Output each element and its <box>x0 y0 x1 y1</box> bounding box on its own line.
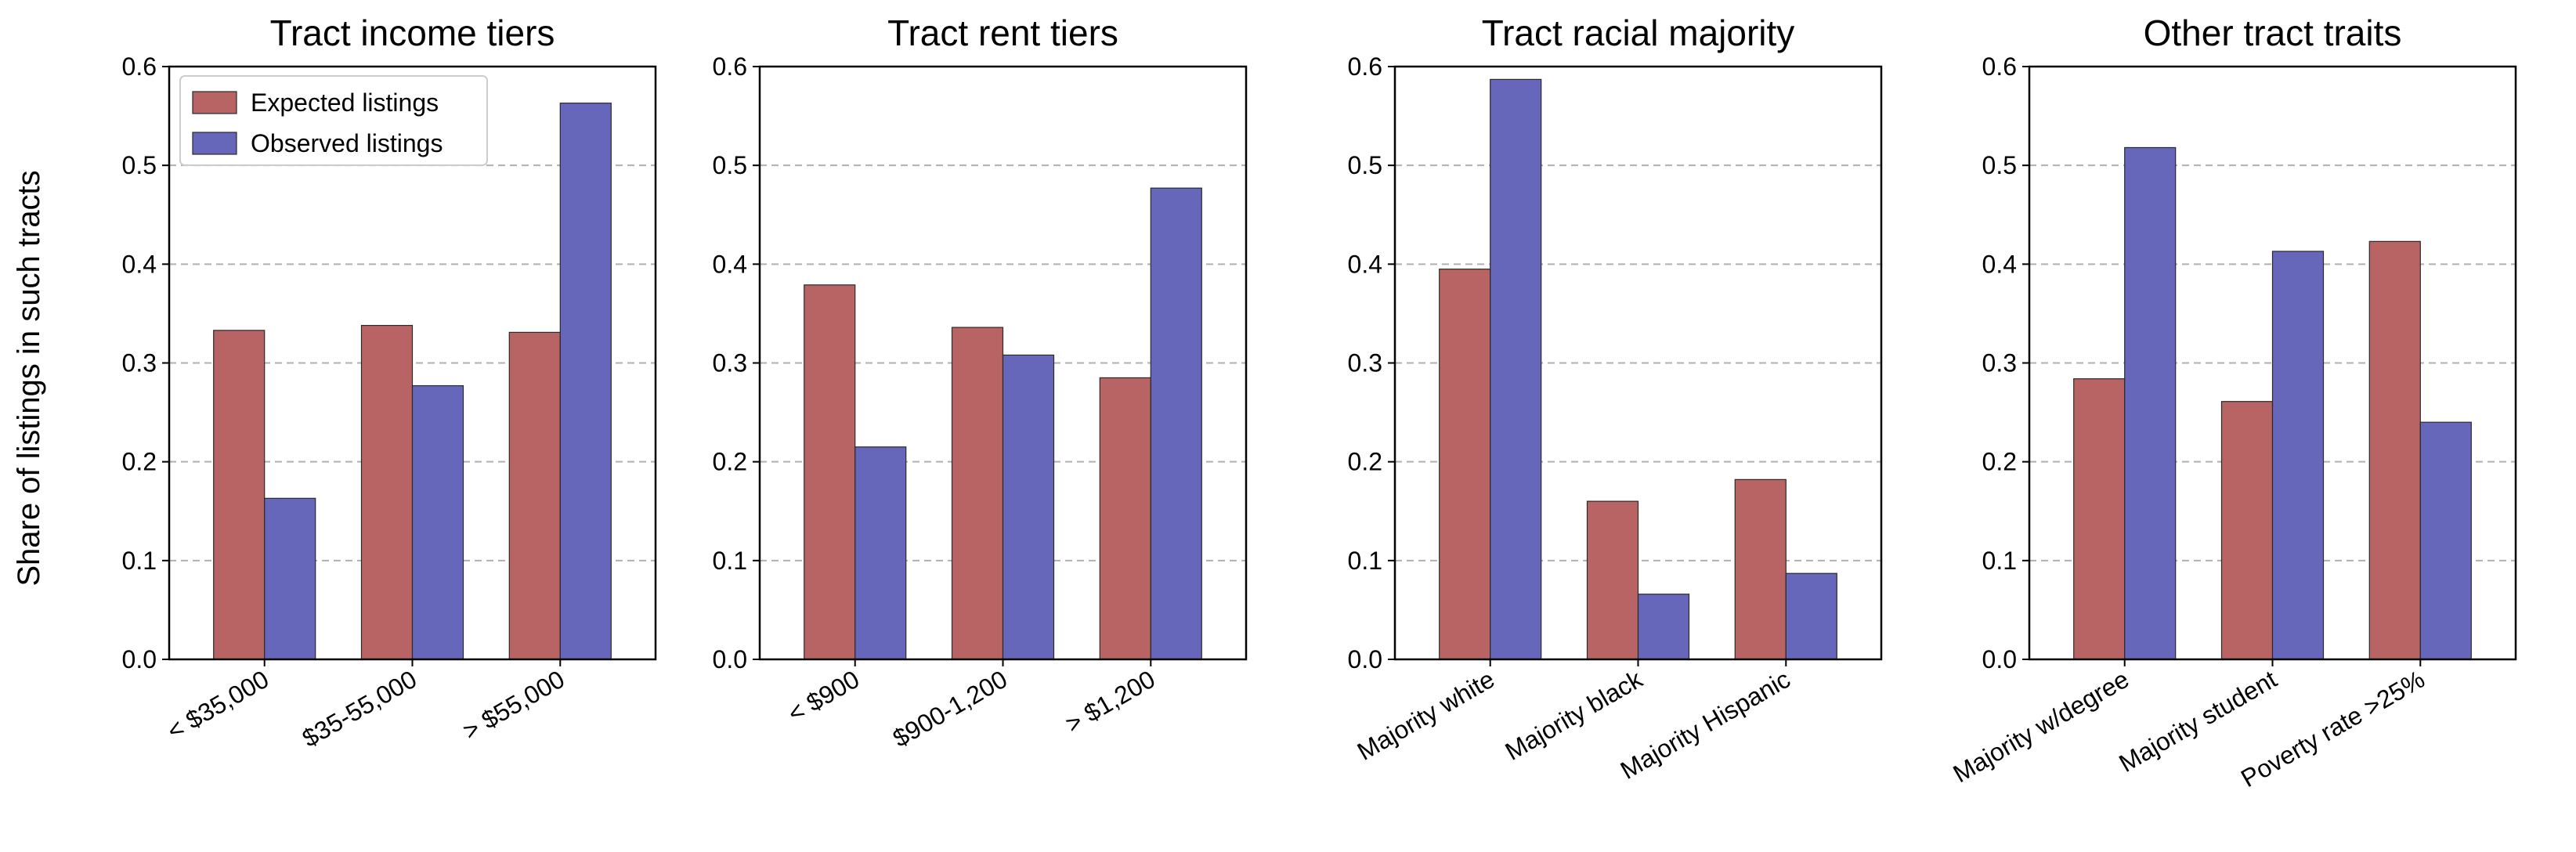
y-tick-label: 0.1 <box>713 547 747 575</box>
legend-swatch <box>192 132 237 155</box>
bar-observed-1 <box>264 497 316 660</box>
y-tick-label: 0.4 <box>1982 250 2017 278</box>
y-tick-label: 0.3 <box>1982 349 2017 377</box>
y-tick-label: 0.4 <box>713 250 747 278</box>
bar-observed-1 <box>854 446 907 660</box>
bar-observed-2 <box>2271 251 2325 660</box>
y-tick-label: 0.5 <box>713 151 747 179</box>
bar-observed-2 <box>1637 594 1690 660</box>
y-tick-label: 0.1 <box>1348 547 1382 575</box>
y-tick-label: 0.4 <box>1348 250 1382 278</box>
bar-expected-2 <box>360 324 414 660</box>
y-tick-label: 0.0 <box>1982 645 2017 673</box>
y-tick-label: 0.6 <box>1982 52 2017 81</box>
chart-title: Tract rent tiers <box>887 13 1118 53</box>
y-tick-label: 0.6 <box>122 52 157 81</box>
y-tick-label: 0.2 <box>122 448 157 476</box>
chart-panel-1: 0.00.10.20.30.40.50.6< $35,000 $35-55,000… <box>122 13 657 753</box>
bar-expected-2 <box>951 327 1004 660</box>
y-tick-label: 0.6 <box>713 52 747 81</box>
y-axis-label: Share of listings in such tracts <box>12 170 46 586</box>
y-tick-label: 0.4 <box>122 250 157 278</box>
y-tick-label: 0.2 <box>1348 448 1382 476</box>
y-tick-label: 0.1 <box>1982 547 2017 575</box>
legend-label: Observed listings <box>251 129 443 157</box>
bar-expected-3 <box>1734 478 1787 660</box>
y-tick-label: 0.6 <box>1348 52 1382 81</box>
chart-title: Tract income tiers <box>270 13 555 53</box>
bar-expected-2 <box>1586 500 1639 660</box>
legend-box <box>179 75 488 166</box>
bar-expected-1 <box>804 284 856 660</box>
bar-expected-3 <box>1099 377 1151 660</box>
chart-title: Tract racial majority <box>1482 13 1795 53</box>
y-tick-label: 0.5 <box>1982 151 2017 179</box>
bar-expected-2 <box>2220 401 2274 660</box>
y-tick-label: 0.3 <box>122 349 157 377</box>
bar-observed-1 <box>1490 78 1542 660</box>
bar-observed-3 <box>1150 187 1202 660</box>
bar-expected-1 <box>1439 269 1491 660</box>
y-tick-label: 0.1 <box>122 547 157 575</box>
bar-observed-2 <box>411 384 464 660</box>
y-tick-label: 0.2 <box>1982 448 2017 476</box>
chart-title: Other tract traits <box>2144 13 2402 53</box>
bar-observed-2 <box>1002 354 1055 660</box>
y-tick-label: 0.0 <box>713 645 747 673</box>
y-tick-label: 0.2 <box>713 448 747 476</box>
y-tick-label: 0.3 <box>713 349 747 377</box>
bar-observed-1 <box>2124 146 2177 660</box>
legend: Expected listings Observed listings <box>179 75 488 166</box>
bar-observed-3 <box>559 103 612 660</box>
legend-label: Expected listings <box>251 88 439 117</box>
y-tick-label: 0.3 <box>1348 349 1382 377</box>
legend-swatch <box>192 91 237 114</box>
bar-expected-1 <box>2073 378 2126 660</box>
bar-observed-3 <box>1785 572 1837 660</box>
y-tick-label: 0.5 <box>122 151 157 179</box>
bar-expected-3 <box>508 331 561 660</box>
bar-expected-3 <box>2368 240 2421 660</box>
y-tick-label: 0.5 <box>1348 151 1382 179</box>
bar-expected-1 <box>213 330 266 660</box>
y-tick-label: 0.0 <box>122 645 157 673</box>
bar-observed-3 <box>2419 421 2472 660</box>
y-tick-label: 0.0 <box>1348 645 1382 673</box>
